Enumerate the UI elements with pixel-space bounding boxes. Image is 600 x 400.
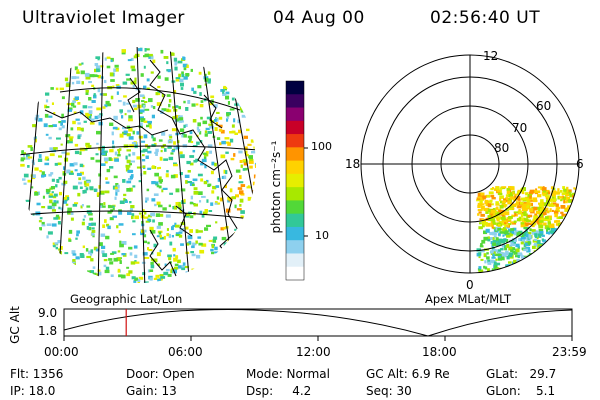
header-time: 02:56:40 UT <box>430 8 541 28</box>
coastline <box>44 109 169 136</box>
coastline <box>203 94 223 129</box>
status-glat: GLat: 29.7 <box>486 367 557 381</box>
lat-label-80: 80 <box>494 141 509 155</box>
colorbar-segment <box>286 107 304 122</box>
geo-map-label: Geographic Lat/Lon <box>70 292 183 306</box>
longitude-line <box>97 47 104 283</box>
colorbar-segment <box>286 81 304 95</box>
altitude-xtick-1200: 12:00 <box>296 345 331 359</box>
longitude-line <box>57 47 73 283</box>
mlt-label-0: 0 <box>466 278 474 292</box>
coastline <box>175 205 193 237</box>
status-gc-alt: GC Alt: 6.9 Re <box>366 367 450 381</box>
altitude-xtick-0600: 06:00 <box>168 345 203 359</box>
colorbar-segment <box>286 200 304 215</box>
colorbar-tick-10: 10 <box>315 229 329 242</box>
colorbar-border <box>285 80 305 281</box>
altitude-ytick-1-8: 1.8 <box>38 324 58 338</box>
colorbar-segment <box>286 134 304 148</box>
altitude-xtick-2359: 23:59 <box>552 345 587 359</box>
altitude-xtick-1800: 18:00 <box>422 345 457 359</box>
status-gain: Gain: 13 <box>126 384 177 398</box>
colorbar-tick-100: 100 <box>311 140 332 153</box>
colorbar-segment <box>286 213 304 228</box>
colorbar-segment <box>286 240 304 254</box>
lat-label-70: 70 <box>512 121 527 135</box>
colorbar-segment <box>286 266 304 281</box>
colorbar-segment <box>286 226 304 241</box>
longitude-line <box>229 67 256 283</box>
polar-map-label: Apex MLat/MLT <box>425 292 512 306</box>
altitude-xtick-0000: 00:00 <box>44 345 79 359</box>
mlt-label-18: 18 <box>345 157 360 171</box>
colorbar-segment <box>286 173 304 188</box>
colorbar-segment <box>286 160 304 175</box>
status-dsp: Dsp: 4.2 <box>246 384 312 398</box>
colorbar <box>286 81 304 281</box>
polar-grid <box>360 54 580 274</box>
colorbar-unit-label: photon cm⁻²s⁻¹ <box>269 140 283 234</box>
status-ip: IP: 18.0 <box>10 384 56 398</box>
coastline <box>149 229 177 277</box>
latitude-line <box>59 87 241 111</box>
colorbar-segment <box>286 187 304 201</box>
status-flight: Flt: 1356 <box>10 367 64 381</box>
coastline <box>149 59 239 261</box>
header-date: 04 Aug 00 <box>273 8 365 28</box>
colorbar-segment <box>286 94 304 109</box>
colorbar-segment <box>286 120 304 135</box>
status-mode: Mode: Normal <box>246 367 330 381</box>
latitude-line <box>20 145 256 156</box>
coastline <box>127 77 141 113</box>
colorbar-segment <box>286 253 304 268</box>
altitude-axis-title: GC Alt <box>8 306 22 344</box>
colorbar-segment <box>286 147 304 162</box>
status-glon: GLon: 5.1 <box>486 384 556 398</box>
altitude-ytick-9: 9.0 <box>38 306 58 320</box>
app-title: Ultraviolet Imager <box>22 8 185 28</box>
status-seq: Seq: 30 <box>366 384 412 398</box>
status-door: Door: Open <box>126 367 195 381</box>
lat-label-60: 60 <box>536 99 551 113</box>
longitude-line <box>169 47 191 283</box>
longitude-line <box>136 47 146 283</box>
mlt-label-6: 6 <box>576 157 584 171</box>
mlt-label-12: 12 <box>483 49 498 63</box>
